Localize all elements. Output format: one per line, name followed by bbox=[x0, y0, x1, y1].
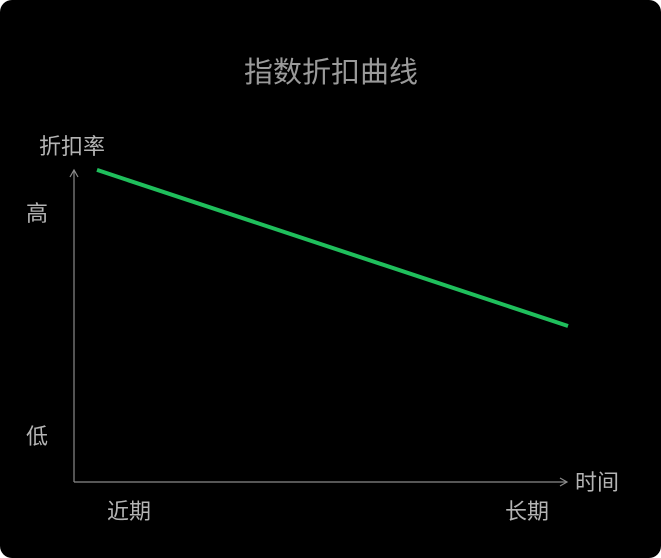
series-line-0 bbox=[96, 168, 569, 328]
y-axis-title: 折扣率 bbox=[39, 135, 105, 160]
x-axis-arrow bbox=[559, 477, 569, 487]
y-tick-label-high: 高 bbox=[26, 202, 48, 227]
x-axis-title: 时间 bbox=[575, 471, 619, 496]
y-axis-arrow bbox=[69, 168, 79, 178]
y-tick-label-low: 低 bbox=[26, 425, 48, 450]
x-tick-label-near: 近期 bbox=[107, 500, 151, 525]
x-tick-label-far: 长期 bbox=[505, 500, 549, 525]
plot-area bbox=[96, 168, 569, 328]
chart-title: 指数折扣曲线 bbox=[244, 55, 418, 89]
